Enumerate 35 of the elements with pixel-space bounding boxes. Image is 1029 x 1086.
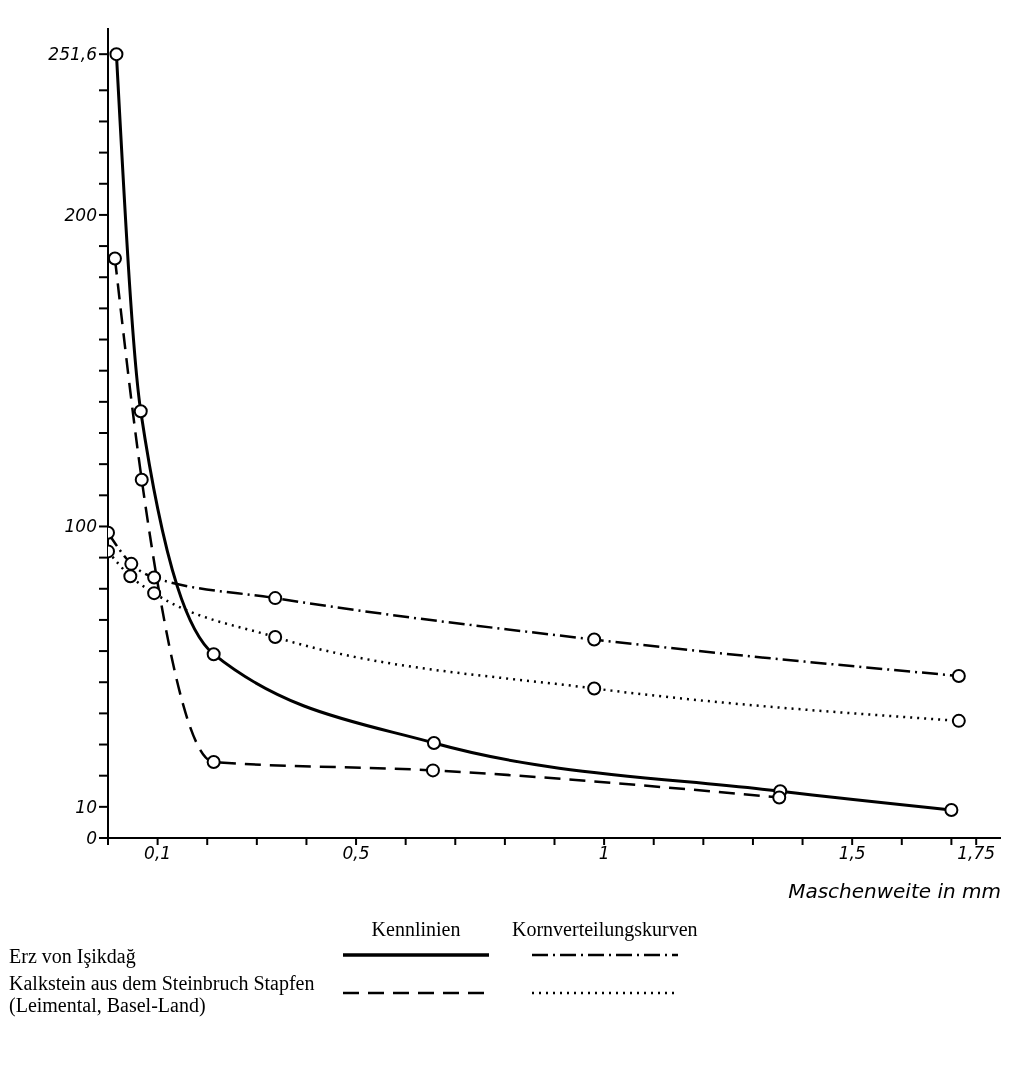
point [109, 47, 124, 62]
y-tick-label: 100 [64, 516, 97, 537]
point [951, 713, 966, 728]
point [123, 569, 138, 584]
point [587, 681, 602, 696]
y-tick-label: 10 [75, 796, 97, 817]
x-tick-label: 1 [598, 843, 610, 864]
point [587, 632, 602, 647]
point [268, 591, 283, 606]
point [124, 556, 139, 571]
point [133, 404, 148, 419]
x-axis-title: Maschenweite in mm [788, 879, 1001, 903]
x-tick-label: 0,5 [342, 843, 370, 864]
text: Kennlinien [370, 918, 462, 941]
point [206, 754, 221, 769]
point [951, 669, 966, 683]
text: Erz von Işikdağ [8, 944, 137, 968]
point [772, 790, 787, 805]
point [206, 647, 221, 662]
text: Kalkstein aus dem Steinbruch Stapfen (Leimental, Basel-Land) [8, 971, 316, 1017]
point [108, 251, 122, 266]
x-tick-label: 0,1 [144, 843, 172, 864]
point [147, 586, 162, 601]
point [268, 630, 283, 645]
x-tick-label: 1,5 [838, 843, 866, 864]
point [134, 472, 149, 487]
y-tick-label: 200 [64, 204, 97, 225]
point [147, 570, 162, 585]
x-tick-label: 1,75 [957, 843, 996, 864]
y-tick-label: 0 [86, 828, 97, 849]
point [425, 763, 440, 778]
point [426, 735, 441, 750]
y-tick-label: 251,6 [48, 44, 98, 65]
text: Kornverteilungskurven [511, 918, 699, 941]
point [944, 802, 959, 817]
